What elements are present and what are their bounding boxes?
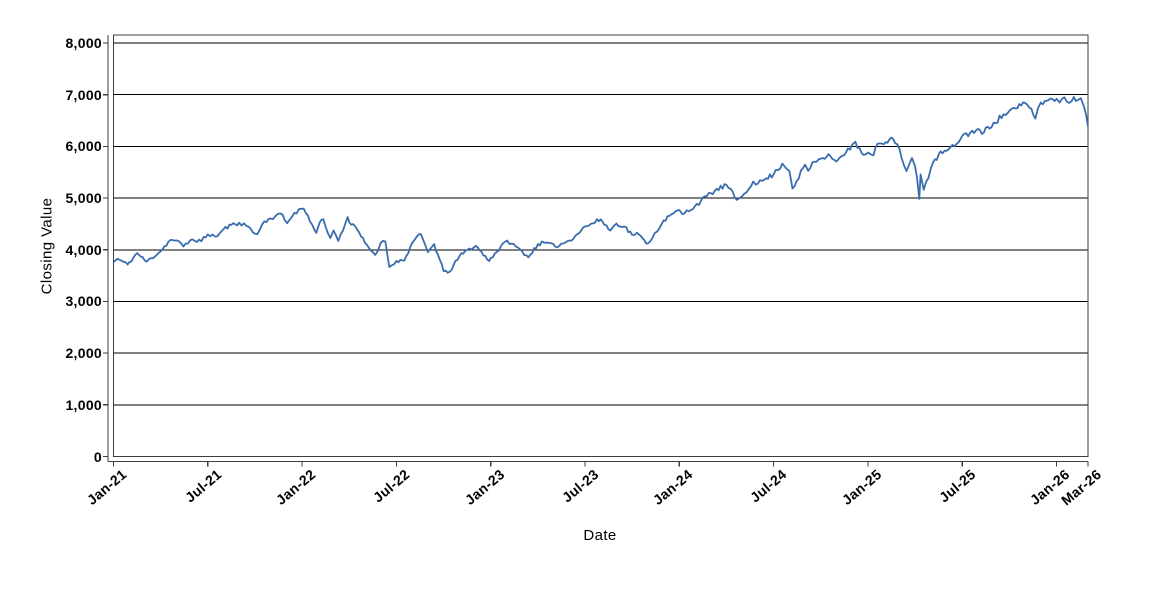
closing-value-line (113, 96, 1088, 274)
y-tick-label-8000: 8,000 (65, 35, 102, 51)
y-tick-label-4000: 4,000 (65, 241, 102, 258)
y-tick-label-2000: 2,000 (65, 345, 102, 362)
y-tick-label-5000: 5,000 (65, 190, 102, 207)
y-tick-label-1000: 1,000 (65, 396, 102, 413)
plot-frame (112, 34, 1089, 458)
y-tick-label-3000: 3,000 (65, 293, 102, 310)
x-axis-title: Date (583, 527, 617, 544)
y-tick-label-6000: 6,000 (65, 138, 102, 155)
y-tick-label-0: 0 (93, 448, 102, 465)
y-tick-label-7000: 7,000 (65, 86, 102, 103)
